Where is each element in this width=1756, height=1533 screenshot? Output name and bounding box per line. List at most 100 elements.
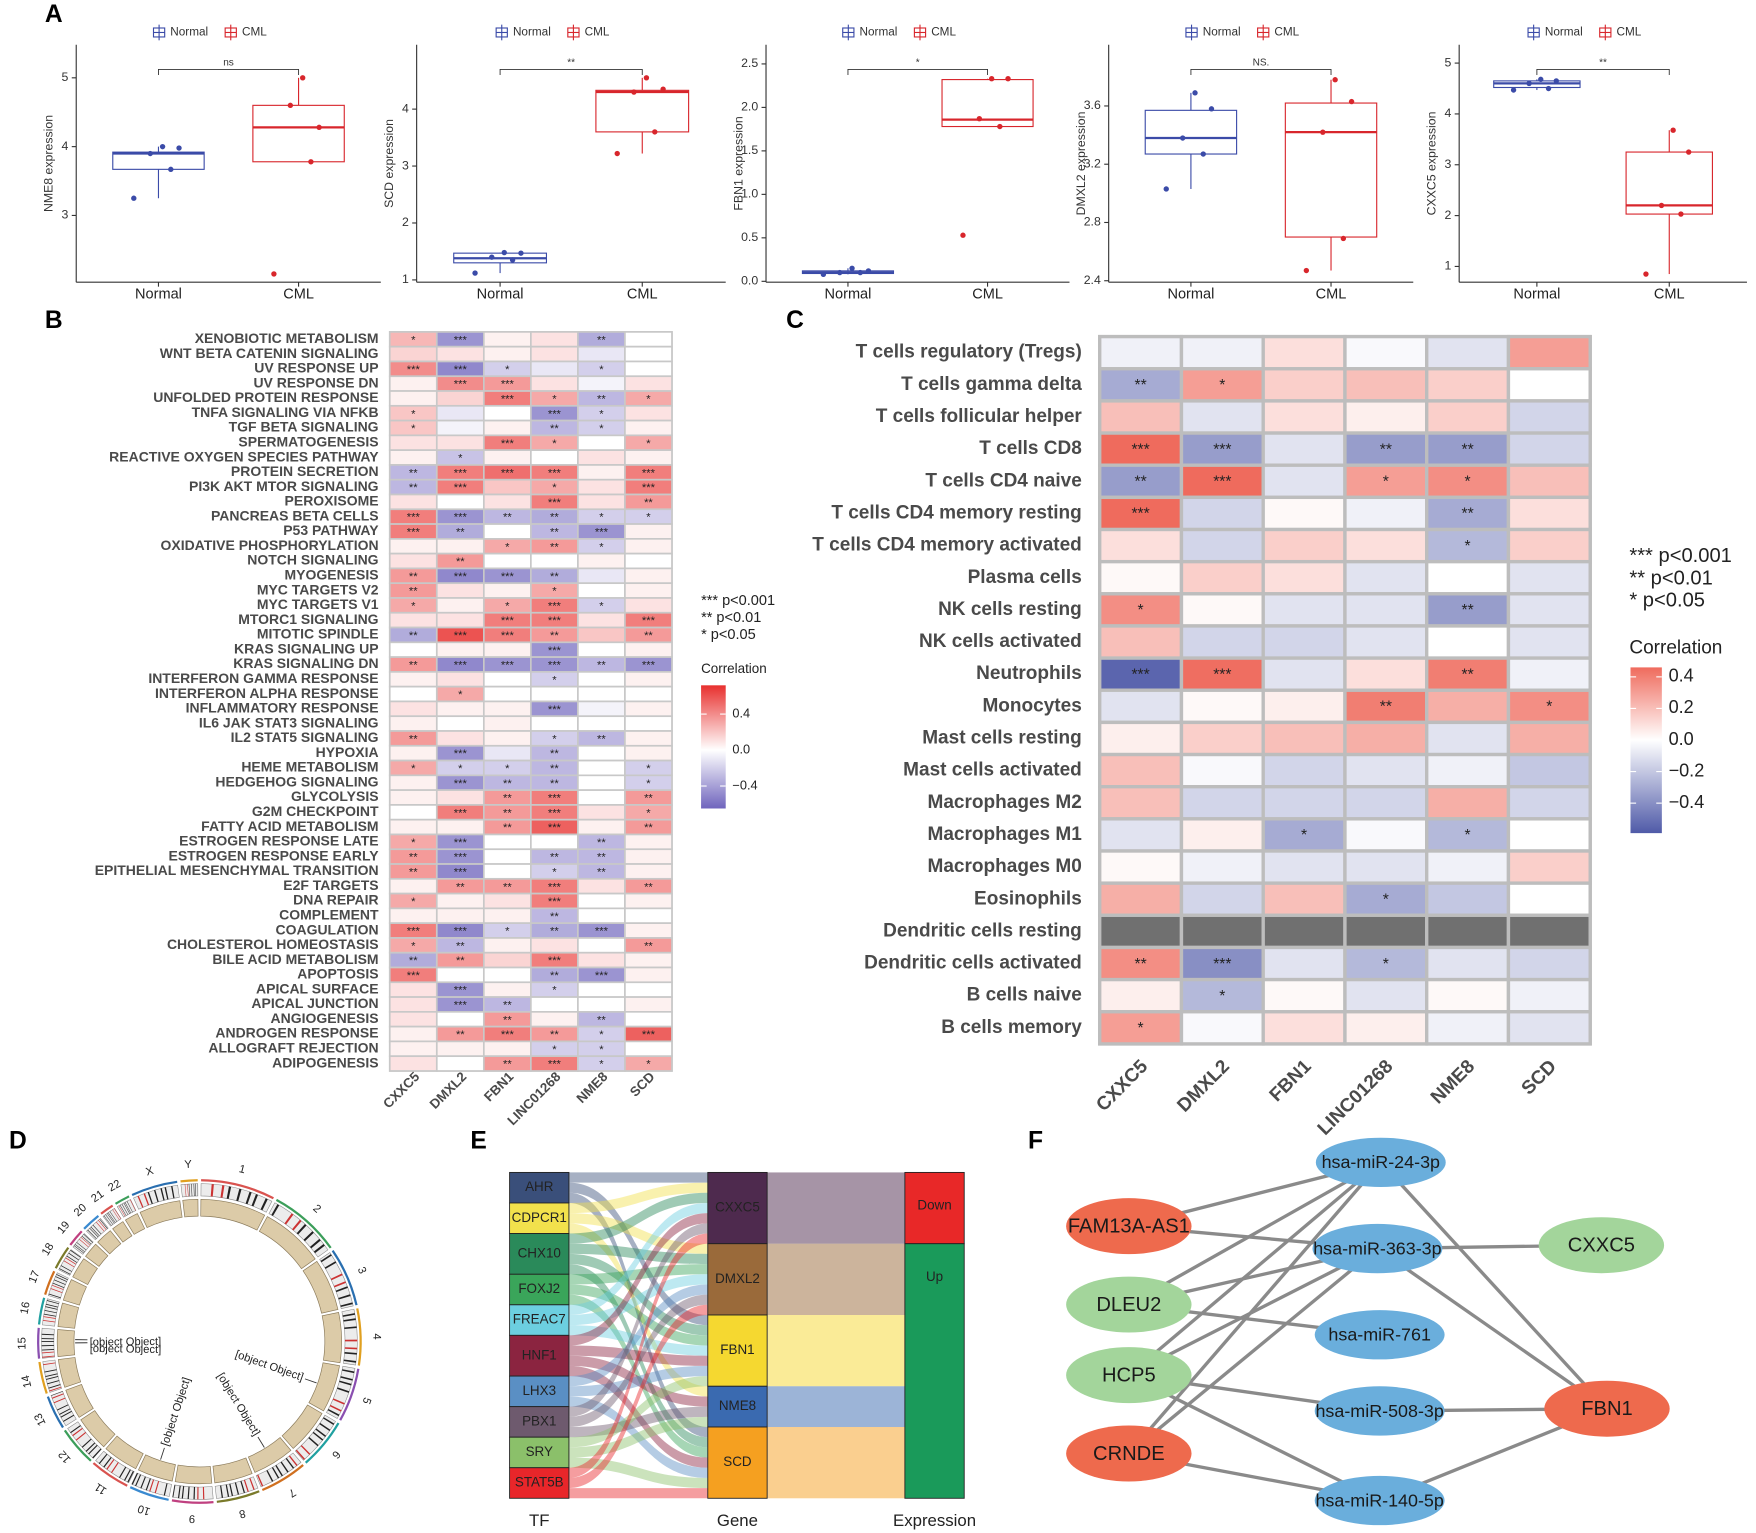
sankey-link (568, 1355, 708, 1407)
significance-star: ** (503, 512, 512, 524)
heat-cell (1179, 752, 1265, 789)
heat-cell (624, 419, 673, 437)
heat-cell (530, 715, 579, 732)
heat-cell (388, 715, 438, 732)
significance-star: * (505, 364, 510, 376)
row-label: T cells CD8 (979, 438, 1082, 459)
heat-cell (1261, 720, 1347, 757)
significance-bracket (1190, 68, 1332, 76)
row-label: ANDROGEN RESPONSE (215, 1025, 378, 1041)
heat-cell (1506, 592, 1592, 628)
significance-star: * (1219, 377, 1225, 394)
chromosome-band (92, 1224, 102, 1235)
chromosome-band (45, 1303, 59, 1308)
chromosome-label: 16 (19, 1301, 33, 1315)
sankey-link (568, 1213, 708, 1254)
heat-cell (482, 966, 532, 984)
heat-cell (1506, 399, 1592, 435)
chromosome-band (72, 1427, 83, 1437)
chromosome-band (41, 1345, 54, 1347)
heat-cell (388, 493, 438, 511)
colorbar-title: Correlation (701, 661, 767, 676)
heat-cell (1506, 913, 1592, 950)
tf-label: FREAC7 (513, 1312, 566, 1327)
significance-star: *** (548, 1059, 562, 1071)
significance-star: ** (550, 1029, 559, 1041)
gene-label: FBN1 (720, 1342, 754, 1357)
heat-cell (1506, 334, 1592, 371)
chromosome-track (85, 1243, 109, 1267)
chromosome-band (187, 1486, 190, 1500)
heat-cell (1261, 527, 1347, 564)
significance-star: *** (454, 866, 468, 878)
significance-star: *** (407, 926, 421, 938)
chromosome-band (75, 1432, 87, 1441)
box (1144, 109, 1238, 155)
chromosome-band (322, 1417, 335, 1425)
chromosome-band (266, 1470, 274, 1482)
chromosome-label: 22 (106, 1178, 123, 1194)
heat-cell (577, 789, 626, 806)
colorbar (1630, 667, 1662, 834)
row-label: B cells naive (967, 985, 1082, 1006)
row-label: PROTEIN SECRETION (231, 463, 379, 479)
heat-cell (435, 700, 485, 718)
chromosome-band (332, 1398, 345, 1405)
significance-star: ** (1461, 666, 1473, 683)
significance-star: ** (550, 852, 559, 864)
heat-cell (482, 449, 532, 466)
point (509, 257, 516, 263)
significance-star: * (1138, 602, 1144, 619)
chromosome-band (344, 1339, 358, 1342)
legend-label: CML (931, 26, 956, 39)
point (1200, 151, 1206, 157)
significance-label: * (916, 57, 920, 68)
heat-cell (388, 907, 438, 924)
heat-cell (1425, 334, 1511, 371)
significance-legend: * p<0.05 (701, 627, 756, 643)
row-label: BILE ACID METABOLISM (212, 951, 378, 967)
heat-cell (1261, 495, 1347, 532)
chromosome-band (225, 1484, 230, 1497)
heat-cell (1261, 334, 1347, 371)
significance-star: *** (454, 807, 468, 819)
chromosome-band (90, 1226, 100, 1236)
point (849, 265, 855, 271)
y-tick-label: 0.5 (741, 230, 758, 244)
significance-star: ** (409, 482, 418, 494)
heat-cell (1506, 367, 1592, 403)
heat-cell (1425, 977, 1511, 1014)
chromosome-outline (100, 1204, 114, 1215)
chromosome-band (343, 1359, 357, 1363)
chromosome-track (137, 1454, 176, 1482)
significance-star: ** (456, 556, 465, 568)
chromosome-band (51, 1393, 64, 1399)
chromosome-band (147, 1191, 153, 1204)
significance-star: ** (597, 866, 606, 878)
chromosome-label: Y (184, 1159, 193, 1171)
tf-node (509, 1467, 570, 1499)
column-title: Gene (717, 1511, 758, 1530)
point (1538, 76, 1544, 83)
significance-star: *** (501, 615, 515, 627)
heat-cell (624, 567, 673, 585)
row-label: UV RESPONSE UP (254, 360, 378, 376)
significance-star: *** (501, 393, 515, 405)
heat-cell (1261, 559, 1347, 596)
sankey-link (568, 1213, 708, 1346)
y-tick-label: 3 (1444, 157, 1451, 171)
significance-star: ** (409, 660, 418, 672)
significance-star: * (646, 438, 651, 450)
significance-star: ** (644, 881, 653, 893)
heat-cell (482, 937, 532, 954)
sankey-flow (767, 1314, 905, 1387)
heat-cell (482, 744, 532, 762)
chromosome-band (48, 1384, 61, 1389)
heat-cell (1343, 367, 1429, 403)
heat-cell (530, 1011, 579, 1028)
heat-cell (1425, 367, 1511, 403)
heat-cell (577, 715, 626, 732)
chromosome-track (112, 1221, 133, 1243)
heat-cell (482, 582, 532, 599)
significance-star: * (552, 586, 557, 598)
